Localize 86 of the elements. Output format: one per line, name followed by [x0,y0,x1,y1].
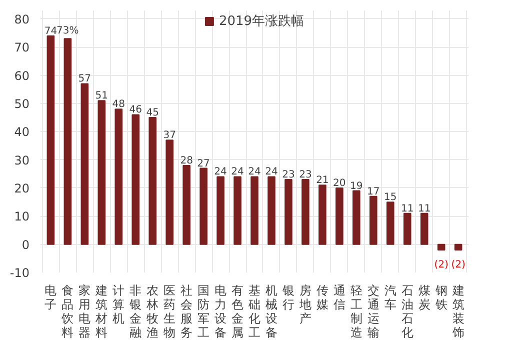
x-tick-label: 非银金融 [128,284,142,340]
bar [200,168,208,245]
bar [336,187,344,245]
x-tick-label: 传媒 [316,284,328,312]
bar [403,212,412,245]
text: 15 [384,192,397,204]
x-tick-label: 交通运输 [367,284,380,340]
bar [454,244,462,250]
bar [46,35,55,245]
y-tick-label: 80 [14,12,30,26]
bar [216,176,224,245]
x-tick-label: 国防军工 [198,284,210,340]
text: 24 [231,166,244,178]
y-tick-label: 40 [14,125,30,140]
x-tick-label: 石油石化 [401,284,414,340]
bar [318,184,326,245]
text: 21 [316,175,329,186]
text: 11 [418,203,431,214]
x-tick-label: 家用电器 [78,284,91,340]
bar [234,176,242,245]
y-tick-label: 10 [14,210,30,224]
bar [182,164,190,245]
text: 28 [180,155,193,166]
text: (2) [434,260,448,270]
x-tick-label: 社会服务 [180,284,193,340]
text: 45 [146,108,159,119]
text: 24 [265,166,278,178]
x-tick-label: 有色金属 [232,284,244,340]
bar [132,114,140,245]
y-tick-label: 30 [14,153,30,168]
bar [250,176,258,245]
bar [369,196,378,245]
x-tick-label: 钢铁 [434,284,448,312]
text: 27 [197,158,210,170]
x-tick-label: 基础化工 [248,284,260,340]
x-tick-label: 食品饮料 [60,284,74,340]
text: 48 [112,99,125,110]
x-tick-label: 房地产 [298,284,312,326]
bar [386,202,394,245]
y-tick-label: 70 [14,40,30,55]
y-tick-label: 50 [14,96,30,111]
bar [352,190,360,245]
bar [98,100,106,245]
x-tick-label: 医药生物 [164,284,176,340]
bar [64,38,72,245]
x-tick-label: 煤炭 [418,284,430,312]
text: 46 [129,104,142,116]
text: 17 [367,186,380,198]
bar [166,140,174,245]
text: 57 [78,74,92,85]
text: 51 [95,90,108,102]
x-tick-label: 农林牧渔 [146,284,159,340]
x-tick-label: 轻工制造 [350,284,362,340]
bar [437,244,446,250]
bar [268,176,276,245]
y-tick-label: 20 [14,181,30,196]
y-tick-label: 60 [14,68,30,83]
bar [284,179,292,245]
x-tick-label: 电力设备 [214,284,227,340]
text: 73% [56,26,79,37]
x-tick-label: 机械设备 [265,284,278,340]
text: 11 [400,203,414,214]
text: 74 [44,26,58,37]
text: 19 [350,180,363,192]
text: 24 [214,166,227,178]
legend-label: 2019年涨跌幅 [218,13,304,30]
text: 20 [333,178,346,189]
bar [80,83,89,245]
y-tick-label: 0 [22,238,30,252]
x-tick-label: 汽车 [384,284,396,312]
x-tick-label: 计算机 [112,284,125,326]
text: 23 [282,170,295,181]
x-tick-label: 电子 [44,284,57,312]
text: 37 [163,130,176,142]
y-tick-label: -10 [10,266,30,280]
x-tick-label: 建筑材料 [94,284,108,340]
x-tick-label: 建筑装饰 [451,284,464,340]
text: (2) [451,260,466,270]
x-tick-label: 通信 [333,284,346,312]
text: 24 [248,166,261,178]
bar [114,108,123,245]
bar [148,117,156,245]
text: 23 [299,170,312,181]
bar [302,179,310,245]
x-tick-label: 银行 [281,284,294,312]
bar [420,212,428,245]
